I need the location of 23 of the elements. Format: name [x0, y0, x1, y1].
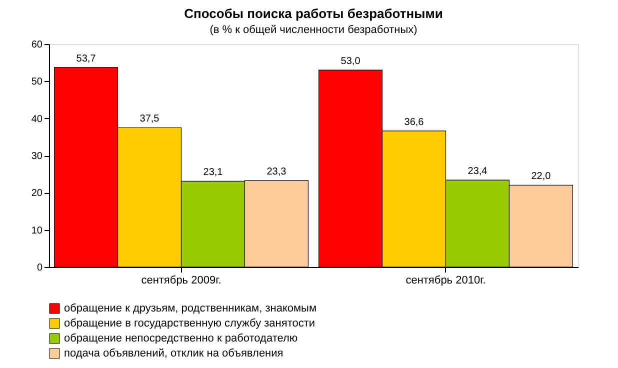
y-tick-label: 30 — [31, 151, 43, 162]
data-label: 37,5 — [140, 114, 160, 125]
chart-title: Способы поиска работы безработными — [184, 6, 443, 21]
y-tick-label: 50 — [31, 76, 43, 88]
x-tick-label: сентябрь 2009г. — [141, 274, 222, 286]
legend-label: подача объявлений, отклик на объявления — [64, 348, 284, 360]
y-tick-label: 40 — [31, 114, 43, 125]
legend-label: обращение в государственную службу занятости — [64, 318, 316, 330]
chart-subtitle: (в % к общей численности безработных) — [210, 24, 418, 36]
y-tick-label: 60 — [31, 40, 43, 50]
x-tick-label: сентябрь 2010г. — [406, 274, 486, 286]
legend-label: обращение непосредственно к работодателю — [64, 332, 298, 344]
data-label: 53,7 — [76, 53, 96, 64]
data-label: 23,3 — [266, 166, 287, 178]
data-label: 36,6 — [404, 116, 424, 128]
legend-label: обращение к друзьям, родственникам, знакомым — [64, 302, 317, 314]
data-label: 23,4 — [468, 166, 488, 178]
y-tick-label: 10 — [31, 225, 43, 236]
y-tick-label: 20 — [31, 188, 43, 200]
y-tick-label: 0 — [36, 262, 43, 274]
data-label: 53,0 — [340, 56, 361, 68]
data-label: 22,0 — [531, 171, 552, 182]
data-label: 23,1 — [203, 167, 224, 178]
